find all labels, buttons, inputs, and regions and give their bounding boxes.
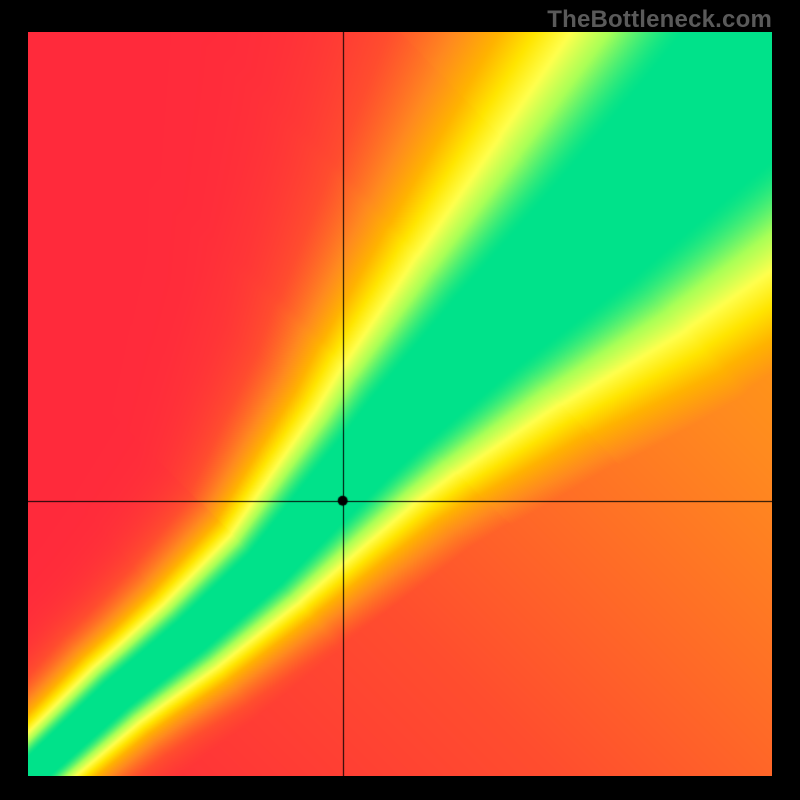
chart-container: TheBottleneck.com <box>0 0 800 800</box>
heatmap-plot <box>28 32 772 776</box>
heatmap-canvas <box>28 32 772 776</box>
watermark-text: TheBottleneck.com <box>547 6 772 34</box>
